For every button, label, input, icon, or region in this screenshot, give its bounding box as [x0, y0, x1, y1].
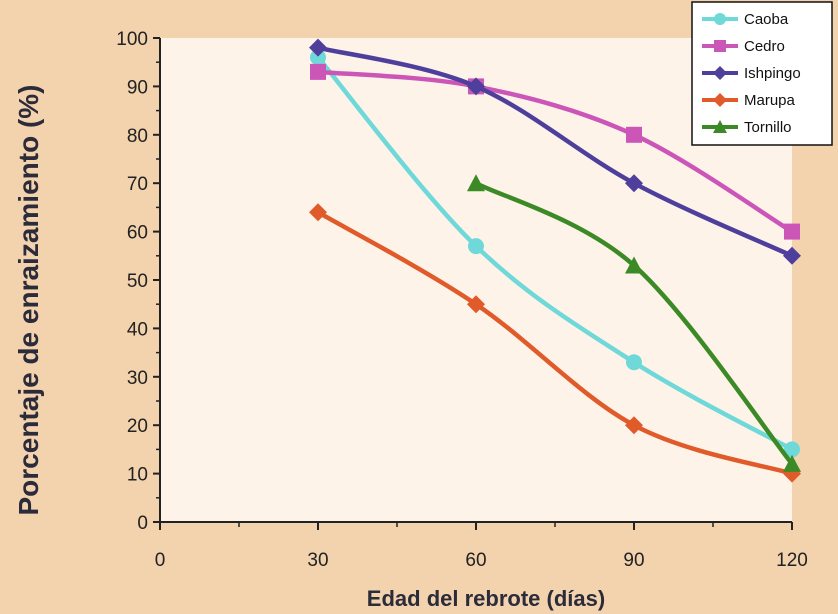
data-point-caoba	[626, 354, 642, 371]
data-point-ishpingo	[625, 174, 643, 193]
y-tick-label: 40	[127, 319, 148, 340]
x-axis-title: Edad del rebrote (días)	[367, 586, 605, 611]
x-tick-label: 90	[623, 550, 644, 571]
data-point-ishpingo	[309, 38, 327, 57]
y-tick-label: 80	[127, 126, 148, 147]
y-tick-label: 60	[127, 223, 148, 244]
y-tick-label: 100	[116, 29, 148, 50]
y-axis-title: Porcentaje de enraizamiento (%)	[13, 84, 44, 515]
legend-marker	[713, 120, 727, 133]
x-tick-label: 30	[307, 550, 328, 571]
series-line-marupa	[315, 209, 795, 476]
legend-marker	[713, 93, 727, 107]
data-point-marupa	[625, 416, 643, 435]
data-point-ishpingo	[467, 77, 485, 96]
data-point-tornillo	[467, 174, 485, 192]
legend-item-cedro: Cedro	[702, 38, 785, 55]
legend-marker	[713, 66, 727, 80]
y-tick-label: 90	[127, 77, 148, 98]
data-point-marupa	[467, 295, 485, 314]
legend-label: Cedro	[744, 38, 785, 55]
data-point-caoba	[310, 49, 326, 66]
legend-label: Tornillo	[744, 119, 792, 136]
legend-label: Ishpingo	[744, 65, 801, 82]
data-point-caoba	[784, 441, 800, 458]
series-tornillo	[467, 174, 801, 472]
data-point-marupa	[309, 203, 327, 222]
data-point-tornillo	[625, 256, 643, 274]
legend-item-tornillo: Tornillo	[702, 119, 792, 136]
y-tick-label: 10	[127, 465, 148, 486]
data-point-caoba	[468, 238, 484, 255]
data-point-cedro	[784, 223, 800, 240]
legend-label: Caoba	[744, 11, 789, 28]
data-point-tornillo	[783, 454, 801, 472]
y-tick-label: 20	[127, 416, 148, 437]
axes: 0 10 20 30 40 50 60 70 80 90 100 0 30 60 90 120	[116, 29, 808, 571]
x-tick-label: 0	[155, 550, 166, 571]
legend-label: Marupa	[744, 92, 796, 109]
legend-marker	[714, 40, 726, 52]
series-layer	[309, 38, 801, 483]
series-caoba	[310, 49, 800, 458]
data-point-ishpingo	[783, 246, 801, 265]
series-line-caoba	[315, 55, 795, 452]
y-tick-label: 50	[127, 271, 148, 292]
x-tick-label: 120	[776, 550, 808, 571]
y-tick-label: 30	[127, 368, 148, 389]
plot-area	[160, 38, 792, 522]
series-line-cedro	[315, 69, 795, 234]
y-tick-label: 0	[137, 513, 148, 534]
y-tick-label: 70	[127, 174, 148, 195]
data-point-cedro	[626, 126, 642, 143]
x-tick-label: 60	[465, 550, 486, 571]
legend-marker	[714, 13, 726, 25]
series-line-ishpingo	[315, 45, 795, 259]
series-ishpingo	[309, 38, 801, 265]
legend: Caoba Cedro Ishpingo Marupa Tornillo	[691, 1, 833, 146]
legend-item-marupa: Marupa	[702, 92, 796, 109]
legend-item-ishpingo: Ishpingo	[702, 65, 801, 82]
data-point-cedro	[310, 63, 326, 80]
legend-item-caoba: Caoba	[702, 11, 789, 28]
